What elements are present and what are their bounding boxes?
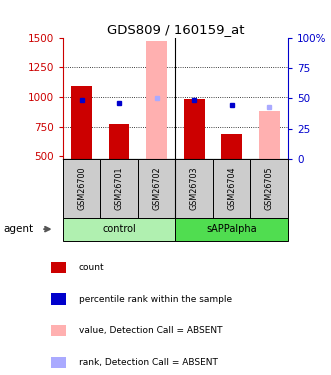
Bar: [51, 325, 66, 336]
Text: sAPPalpha: sAPPalpha: [207, 224, 257, 234]
Bar: [71, 86, 92, 159]
Bar: [100, 159, 138, 218]
Text: count: count: [79, 263, 104, 272]
Bar: [51, 262, 66, 273]
Bar: [138, 159, 175, 218]
Text: GSM26702: GSM26702: [152, 166, 161, 210]
Bar: [175, 159, 213, 218]
Bar: [51, 357, 66, 368]
Text: GSM26704: GSM26704: [227, 167, 236, 210]
Text: rank, Detection Call = ABSENT: rank, Detection Call = ABSENT: [79, 358, 217, 367]
Text: GSM26701: GSM26701: [115, 167, 124, 210]
Bar: [51, 293, 66, 305]
Text: GSM26700: GSM26700: [77, 167, 86, 210]
Bar: [184, 99, 205, 159]
Bar: [175, 217, 288, 241]
Text: GSM26703: GSM26703: [190, 167, 199, 210]
Text: percentile rank within the sample: percentile rank within the sample: [79, 294, 232, 303]
Bar: [63, 159, 100, 218]
Bar: [146, 41, 167, 159]
Text: control: control: [102, 224, 136, 234]
Text: value, Detection Call = ABSENT: value, Detection Call = ABSENT: [79, 326, 222, 335]
Bar: [213, 159, 251, 218]
Text: agent: agent: [3, 224, 33, 234]
Bar: [63, 217, 175, 241]
Bar: [251, 159, 288, 218]
Text: GSM26705: GSM26705: [265, 166, 274, 210]
Title: GDS809 / 160159_at: GDS809 / 160159_at: [107, 23, 244, 36]
Bar: [221, 134, 242, 159]
Bar: [259, 111, 279, 159]
Bar: [109, 124, 129, 159]
